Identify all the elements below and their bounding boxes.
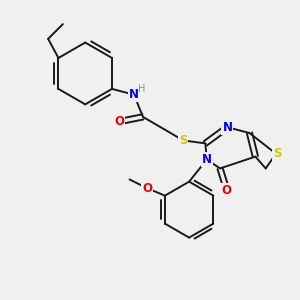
Text: S: S bbox=[179, 134, 188, 147]
Text: H: H bbox=[138, 85, 146, 94]
Text: O: O bbox=[142, 182, 152, 195]
Text: N: N bbox=[222, 121, 233, 134]
Text: N: N bbox=[202, 153, 212, 166]
Text: S: S bbox=[273, 147, 282, 160]
Text: N: N bbox=[129, 88, 139, 101]
Text: O: O bbox=[221, 184, 231, 197]
Text: O: O bbox=[114, 115, 124, 128]
